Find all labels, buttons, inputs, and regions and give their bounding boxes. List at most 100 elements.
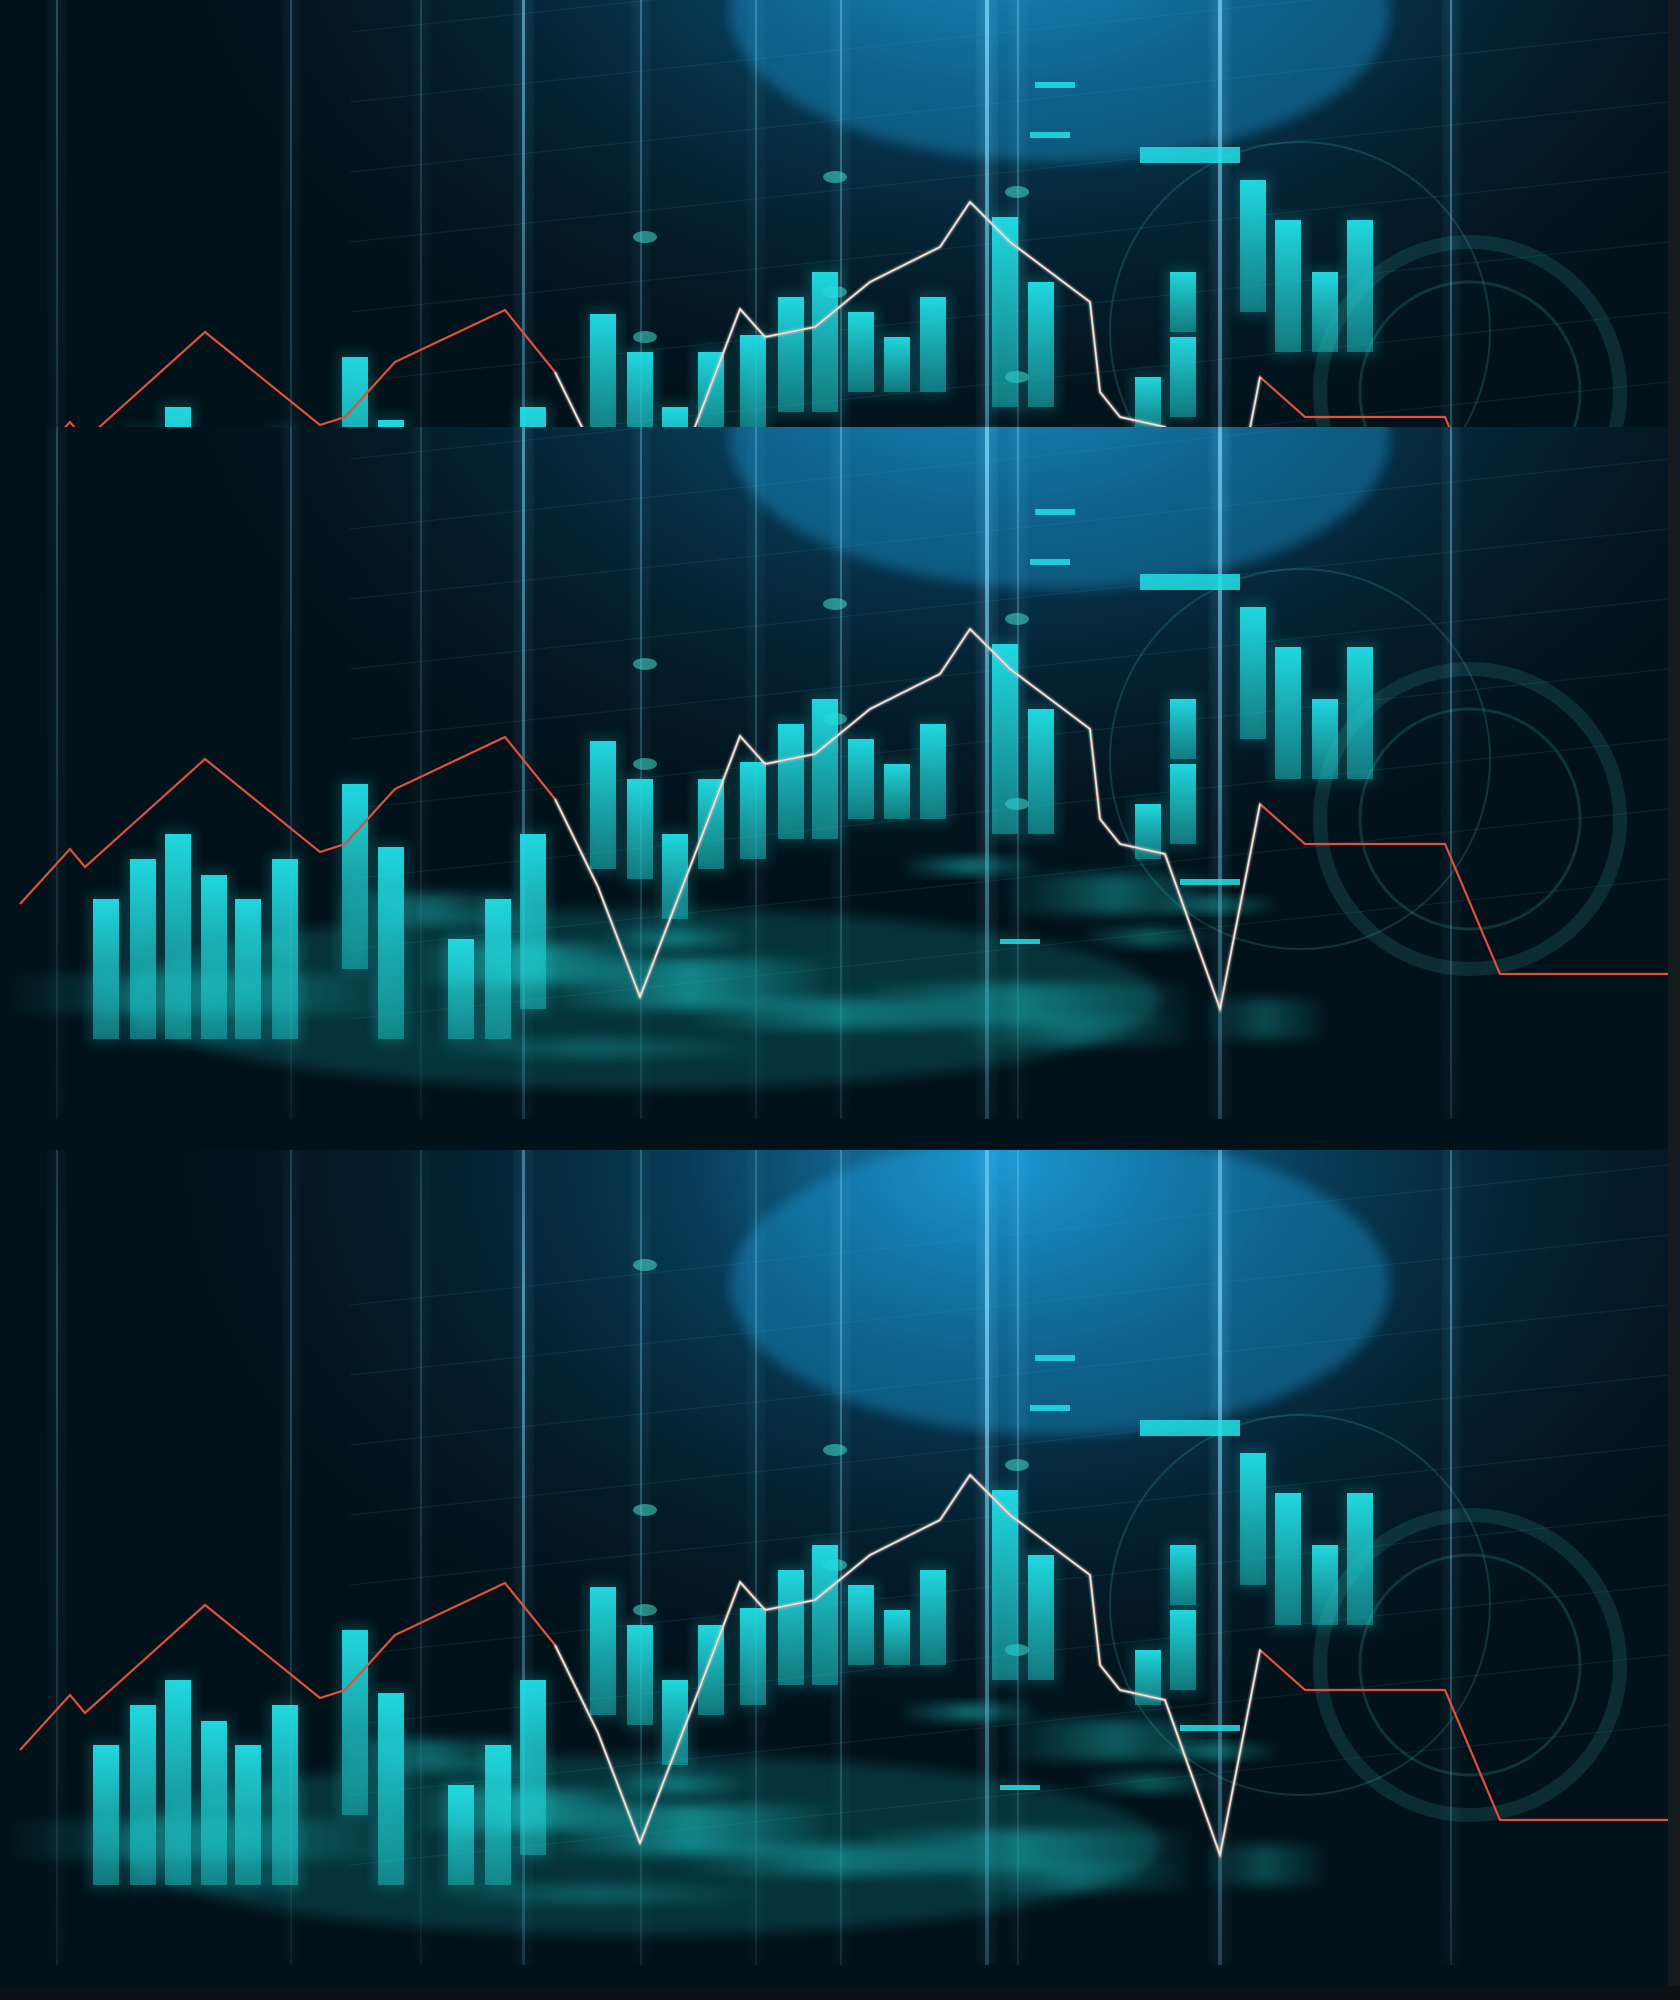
trend-line-red xyxy=(19,1581,556,1751)
light-beam xyxy=(420,1150,422,1965)
light-streak xyxy=(900,1705,1040,1719)
chart-bar xyxy=(920,297,946,392)
ring-large xyxy=(1109,568,1491,950)
chart-bar xyxy=(848,739,874,819)
ring-outer xyxy=(1313,235,1627,427)
chart-bar xyxy=(1312,699,1338,779)
chart-bar xyxy=(520,1680,546,1855)
chart-bar xyxy=(884,764,910,819)
chart-bar xyxy=(1240,180,1266,312)
chart-bar xyxy=(1028,1555,1054,1680)
image-strip-middle xyxy=(0,427,1668,1150)
accent-dash xyxy=(1140,1420,1240,1436)
chart-bar xyxy=(201,1721,227,1885)
chart-bar xyxy=(590,314,616,427)
chart-bar xyxy=(1347,1493,1373,1625)
accent-dash xyxy=(1180,1725,1240,1731)
chart-bar xyxy=(992,217,1018,407)
chart-bar xyxy=(1240,1453,1266,1585)
grid-line xyxy=(349,427,656,460)
ring-inner xyxy=(1358,707,1582,931)
trend-line-red xyxy=(63,308,556,427)
ring-inner xyxy=(1358,280,1582,427)
ring-large xyxy=(1109,141,1491,427)
chart-bar xyxy=(1240,607,1266,739)
chart-artwork xyxy=(0,0,1668,427)
chart-bar xyxy=(778,1570,804,1685)
accent-dash xyxy=(1140,574,1240,590)
light-beam xyxy=(640,0,642,427)
grid-line xyxy=(349,427,1315,530)
light-streak xyxy=(600,1775,750,1793)
light-beam xyxy=(522,0,525,427)
grid-line xyxy=(349,0,656,33)
light-beam xyxy=(755,1150,757,1965)
chart-bar xyxy=(378,1693,404,1885)
chart-bar xyxy=(740,335,766,427)
light-beam xyxy=(522,1150,525,1965)
chart-bar xyxy=(778,724,804,839)
light-streak xyxy=(1080,929,1220,945)
chart-bar xyxy=(627,1625,653,1725)
chart-bar xyxy=(812,1545,838,1685)
light-beam xyxy=(1450,0,1452,427)
chart-bar xyxy=(992,1490,1018,1680)
chart-bar xyxy=(627,779,653,879)
chart-bar xyxy=(130,859,156,1039)
chart-bar xyxy=(165,407,191,427)
accent-dash xyxy=(1030,1405,1070,1411)
chart-bar xyxy=(93,899,119,1039)
chart-bar xyxy=(165,834,191,1039)
chart-bar xyxy=(448,1785,474,1885)
chart-bar xyxy=(848,1585,874,1665)
chart-bar xyxy=(378,847,404,1039)
light-beam xyxy=(1218,0,1222,427)
chart-bar xyxy=(272,859,298,1039)
chart-bar xyxy=(378,420,404,427)
accent-dash xyxy=(1030,559,1070,565)
accent-dash xyxy=(1140,147,1240,163)
chart-bar xyxy=(1170,1545,1196,1605)
light-beam xyxy=(1450,1150,1452,1965)
chart-bar xyxy=(1312,272,1338,352)
chart-bar xyxy=(884,1610,910,1665)
light-beam xyxy=(985,1150,989,1965)
chart-bar xyxy=(1275,1493,1301,1625)
light-beam xyxy=(56,427,58,1119)
grid-node xyxy=(633,331,657,343)
light-beam xyxy=(56,1150,58,1965)
chart-bar xyxy=(235,1745,261,1885)
chart-bar xyxy=(1170,699,1196,759)
chart-bar xyxy=(1275,220,1301,352)
chart-bar xyxy=(920,724,946,819)
chart-bar xyxy=(698,1625,724,1715)
light-beam xyxy=(985,427,989,1119)
chart-artwork xyxy=(0,427,1668,1119)
chart-bar xyxy=(1028,282,1054,407)
chart-bar xyxy=(93,1745,119,1885)
light-beam xyxy=(522,427,525,1119)
chart-bar xyxy=(1170,337,1196,417)
chart-bar xyxy=(1347,647,1373,779)
light-beam xyxy=(420,427,422,1119)
light-streak xyxy=(850,984,1200,1024)
light-beam xyxy=(290,427,292,1119)
light-beam xyxy=(56,0,58,427)
light-streak xyxy=(1150,1745,1280,1757)
grid-node xyxy=(633,1259,657,1271)
chart-bar xyxy=(812,272,838,412)
grid-node xyxy=(1005,186,1029,198)
light-streak xyxy=(950,1865,1200,1890)
chart-bar xyxy=(992,644,1018,834)
chart-bar xyxy=(698,779,724,869)
trend-line-white xyxy=(554,627,1261,1012)
chart-bar xyxy=(590,741,616,869)
light-beam xyxy=(1218,1150,1222,1965)
accent-dash xyxy=(1035,82,1075,88)
chart-artwork xyxy=(0,1150,1668,1965)
light-streak xyxy=(850,1830,1200,1870)
chart-bar xyxy=(1028,709,1054,834)
chart-bar xyxy=(627,352,653,427)
ring-large xyxy=(1109,1414,1491,1796)
